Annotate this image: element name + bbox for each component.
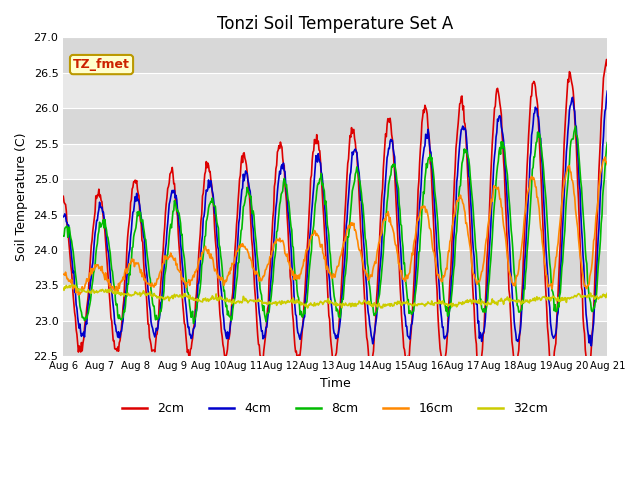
2cm: [603, 57, 611, 62]
16cm: [75, 292, 83, 298]
Bar: [63, 108, 607, 144]
Line: 4cm: 4cm: [63, 91, 607, 346]
16cm: [418, 204, 426, 210]
Line: 8cm: 8cm: [63, 126, 607, 324]
4cm: [401, 314, 409, 320]
32cm: [69, 282, 77, 288]
8cm: [60, 233, 67, 239]
16cm: [126, 261, 134, 267]
2cm: [417, 136, 425, 142]
Y-axis label: Soil Temperature (C): Soil Temperature (C): [15, 132, 28, 261]
2cm: [209, 196, 217, 202]
32cm: [70, 283, 77, 288]
Bar: [63, 73, 607, 108]
32cm: [403, 298, 411, 304]
4cm: [180, 281, 188, 287]
Line: 32cm: 32cm: [63, 285, 607, 308]
Legend: 2cm, 4cm, 8cm, 16cm, 32cm: 2cm, 4cm, 8cm, 16cm, 32cm: [117, 397, 553, 420]
4cm: [417, 181, 425, 187]
16cm: [402, 274, 410, 279]
4cm: [60, 214, 67, 220]
Title: Tonzi Soil Temperature Set A: Tonzi Soil Temperature Set A: [217, 15, 453, 33]
8cm: [418, 208, 426, 214]
32cm: [604, 290, 611, 296]
32cm: [181, 291, 189, 297]
8cm: [402, 281, 410, 287]
2cm: [69, 292, 77, 298]
8cm: [180, 255, 188, 261]
Bar: [63, 250, 607, 286]
2cm: [180, 321, 188, 326]
Bar: [63, 144, 607, 179]
2cm: [401, 353, 409, 359]
8cm: [604, 140, 611, 145]
4cm: [604, 88, 611, 94]
Bar: [63, 321, 607, 356]
2cm: [584, 371, 591, 377]
16cm: [601, 154, 609, 160]
32cm: [419, 301, 426, 307]
16cm: [69, 286, 77, 292]
8cm: [69, 248, 77, 254]
X-axis label: Time: Time: [320, 377, 351, 390]
16cm: [60, 271, 67, 277]
Line: 2cm: 2cm: [63, 60, 607, 374]
8cm: [189, 321, 197, 326]
4cm: [209, 192, 217, 198]
Text: TZ_fmet: TZ_fmet: [73, 58, 130, 71]
2cm: [604, 63, 611, 69]
16cm: [210, 264, 218, 269]
8cm: [572, 123, 579, 129]
32cm: [210, 297, 218, 302]
32cm: [377, 305, 385, 311]
4cm: [125, 251, 133, 256]
Line: 16cm: 16cm: [63, 157, 607, 295]
Bar: [63, 215, 607, 250]
16cm: [181, 280, 189, 286]
8cm: [125, 271, 133, 276]
Bar: [63, 37, 607, 73]
32cm: [126, 293, 134, 299]
8cm: [210, 203, 218, 209]
16cm: [604, 162, 611, 168]
2cm: [60, 193, 67, 199]
4cm: [69, 270, 77, 276]
2cm: [125, 220, 133, 226]
Bar: [63, 286, 607, 321]
Bar: [63, 179, 607, 215]
4cm: [588, 343, 595, 348]
32cm: [60, 286, 67, 291]
